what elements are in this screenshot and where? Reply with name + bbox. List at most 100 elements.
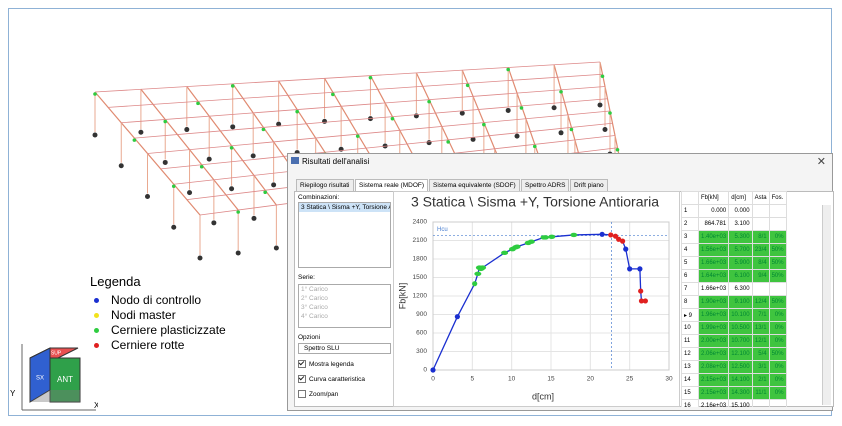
dropdown-value: Spettro SLU — [302, 344, 341, 353]
table-cell: 0% — [769, 387, 786, 400]
support — [93, 133, 98, 138]
support — [603, 127, 608, 132]
support — [322, 119, 327, 124]
support — [460, 111, 465, 116]
hinge — [231, 84, 235, 88]
hinge — [608, 111, 612, 115]
curve-point — [637, 266, 642, 271]
curve-point — [479, 265, 486, 269]
support — [559, 130, 564, 135]
legend-label: Nodo di controllo — [111, 293, 201, 307]
row-header: 1 — [682, 205, 699, 218]
hinge — [369, 76, 373, 80]
checkbox[interactable]: Zoom/pan — [298, 390, 338, 398]
support — [207, 157, 212, 162]
support — [163, 160, 168, 165]
scrollbar[interactable] — [822, 205, 831, 405]
series-item[interactable]: 3° Carico — [299, 303, 390, 312]
hinge — [263, 190, 267, 194]
table-cell: 5.900 — [729, 257, 752, 270]
x-tick-label: 25 — [626, 376, 634, 383]
table-cell: 864.781 — [699, 218, 729, 231]
series-item[interactable]: 4° Carico — [299, 312, 390, 321]
table-cell: 1.66e+03 — [699, 283, 729, 296]
curve-point — [627, 266, 632, 271]
checkbox-box[interactable] — [298, 390, 306, 398]
table-cell: 6.100 — [729, 270, 752, 283]
table-cell: 2.16e+03 — [699, 400, 729, 408]
table: Fb[kN]d[cm]AstaFos.10.0000.0002864.7813.… — [681, 191, 787, 407]
hinge — [331, 93, 335, 97]
combinations-label: Combinazioni: — [298, 194, 339, 201]
purlin — [95, 62, 600, 92]
x-tick-label: 5 — [471, 376, 475, 383]
nav-cube[interactable]: ANT SX SUP X Y — [8, 340, 98, 420]
checkbox-box[interactable] — [298, 375, 306, 383]
series-item[interactable]: 1° Carico — [299, 285, 390, 294]
table-cell: 1.90e+03 — [699, 296, 729, 309]
checkbox[interactable]: Mostra legenda — [298, 360, 354, 368]
checkbox-box[interactable] — [298, 360, 306, 368]
curve-point — [608, 232, 613, 237]
combinations-list[interactable]: 3 Statica \ Sisma +Y, Torsione A — [298, 202, 391, 268]
checkbox-label: Curva caratteristica — [309, 376, 365, 383]
row-header: 4 — [682, 244, 699, 257]
table-cell: 3.100 — [729, 218, 752, 231]
table-cell: 1.56e+03 — [699, 244, 729, 257]
x-axis-label: d[cm] — [532, 391, 554, 401]
table-cell: 15.100 — [729, 400, 752, 408]
y-tick-label: 1200 — [413, 293, 428, 300]
table-cell: 1.64e+03 — [699, 270, 729, 283]
table-cell: 23/4 — [752, 244, 769, 257]
x-tick-label: 20 — [587, 376, 595, 383]
chart-title: 3 Statica \ Sisma +Y, Torsione Antiorari… — [411, 194, 659, 210]
support — [171, 225, 176, 230]
table-cell: 8/1 — [752, 231, 769, 244]
support — [552, 105, 557, 110]
table-cell: 5.300 — [729, 231, 752, 244]
table-cell: 50% — [769, 296, 786, 309]
table-cell: 1.66e+03 — [699, 257, 729, 270]
table-cell: 2.15e+03 — [699, 374, 729, 387]
table-cell: 2/1 — [752, 374, 769, 387]
support — [138, 130, 143, 135]
support — [198, 256, 203, 261]
hinge — [616, 148, 620, 152]
cube-front-label: ANT — [57, 375, 73, 384]
hinge — [172, 184, 176, 188]
x-tick-label: 0 — [431, 376, 435, 383]
spectrum-dropdown[interactable]: Spettro SLU — [298, 343, 391, 354]
close-button[interactable]: ✕ — [817, 155, 826, 168]
support — [515, 134, 520, 139]
table-cell: 5/4 — [752, 348, 769, 361]
hinge — [570, 128, 574, 132]
table-cell: 1.99e+03 — [699, 322, 729, 335]
series-item[interactable]: 2° Carico — [299, 294, 390, 303]
combination-item[interactable]: 3 Statica \ Sisma +Y, Torsione A — [299, 203, 390, 212]
legend-item: Cerniere rotte — [94, 338, 282, 352]
row-header: 12 — [682, 348, 699, 361]
hinge — [559, 90, 563, 94]
row-header: 8 — [682, 296, 699, 309]
row-header: 14 — [682, 374, 699, 387]
row-header: 15 — [682, 387, 699, 400]
checkbox[interactable]: Curva caratteristica — [298, 375, 365, 383]
